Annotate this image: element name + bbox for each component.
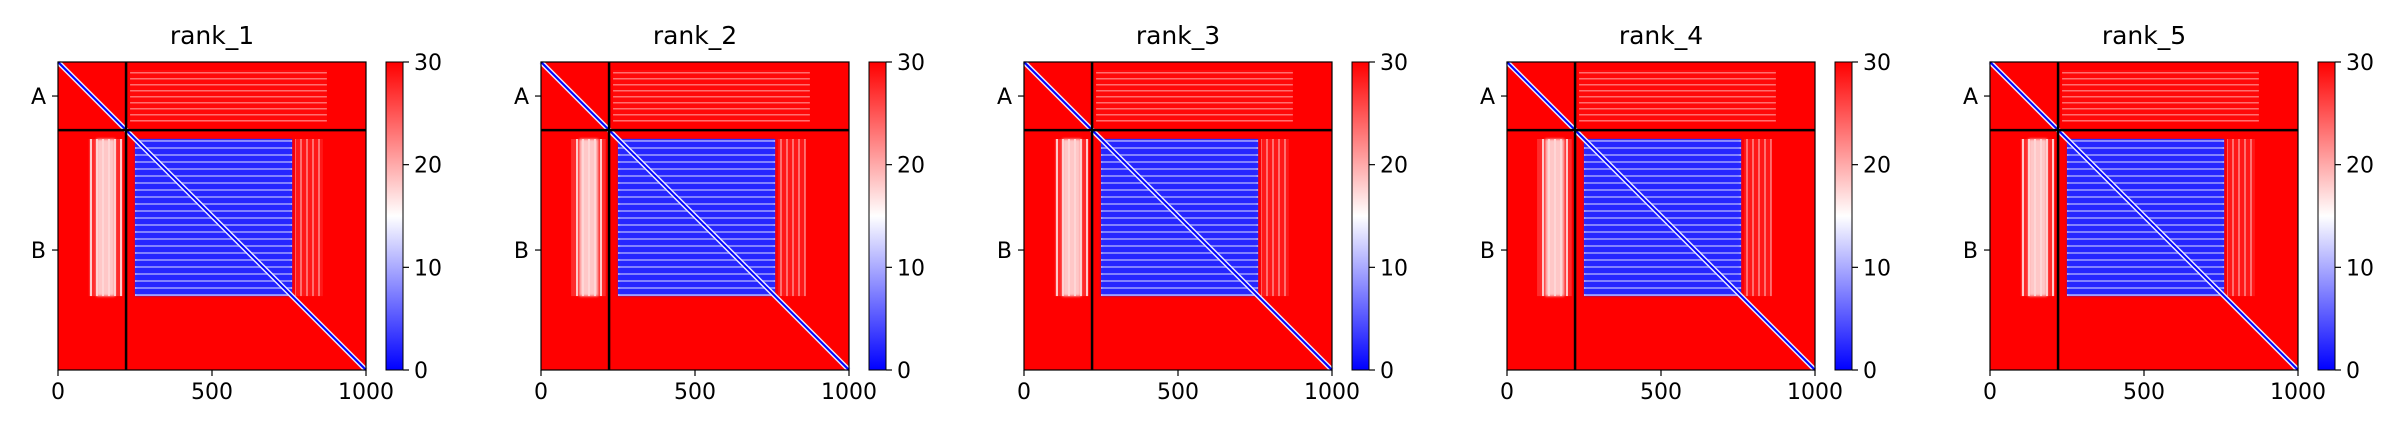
colorbar-tick-label: 30 bbox=[414, 51, 442, 76]
x-tick-label: 0 bbox=[1983, 380, 1997, 405]
interchain-strip-top bbox=[2062, 70, 2259, 123]
chain-tick-label: B bbox=[1480, 239, 1495, 264]
pae-heatmap bbox=[539, 60, 851, 372]
colorbar-tick-label: 10 bbox=[1380, 256, 1408, 281]
interchain-band-right bbox=[295, 139, 323, 297]
pae-heatmap bbox=[1505, 60, 1817, 372]
chain-tick-label: A bbox=[1963, 85, 1978, 110]
colorbar-tick-label: 30 bbox=[1863, 51, 1891, 76]
x-tick-label: 0 bbox=[534, 380, 548, 405]
x-tick-label: 0 bbox=[51, 380, 65, 405]
colorbar-tick-label: 10 bbox=[2346, 256, 2374, 281]
interchain-band-left-core bbox=[2028, 139, 2047, 297]
colorbar-tick-label: 20 bbox=[897, 154, 925, 179]
x-tick-label: 0 bbox=[1500, 380, 1514, 405]
chain-tick-label: A bbox=[514, 85, 529, 110]
colorbar-tick-label: 0 bbox=[1863, 359, 1877, 384]
colorbar bbox=[869, 62, 886, 370]
pae-heatmap bbox=[56, 60, 368, 372]
x-tick-label: 1000 bbox=[2270, 380, 2326, 405]
panel-title: rank_5 bbox=[2102, 21, 2186, 50]
colorbar-tick-label: 20 bbox=[1380, 154, 1408, 179]
interchain-strip-top bbox=[1579, 70, 1776, 123]
colorbar-tick-label: 30 bbox=[2346, 51, 2374, 76]
interchain-strip-top bbox=[1096, 70, 1293, 123]
colorbar-frame bbox=[868, 61, 887, 371]
colorbar-tick-label: 10 bbox=[1863, 256, 1891, 281]
colorbar-tick-label: 30 bbox=[897, 51, 925, 76]
x-tick-label: 500 bbox=[1157, 380, 1199, 405]
chain-tick-label: B bbox=[1963, 239, 1978, 264]
colorbar-tick-label: 0 bbox=[2346, 359, 2360, 384]
colorbar-frame bbox=[2317, 61, 2336, 371]
x-tick-label: 1000 bbox=[338, 380, 394, 405]
interchain-band-left-core bbox=[579, 139, 598, 297]
interchain-strip-top bbox=[130, 70, 327, 123]
interchain-band-right bbox=[778, 139, 806, 297]
interchain-band-left-core bbox=[96, 139, 115, 297]
interchain-strip-top bbox=[613, 70, 810, 123]
diagonal-line bbox=[1989, 61, 2299, 371]
colorbar-tick-label: 0 bbox=[1380, 359, 1394, 384]
chain-tick-label: B bbox=[31, 239, 46, 264]
colorbar-tick-label: 0 bbox=[897, 359, 911, 384]
x-tick-label: 500 bbox=[2123, 380, 2165, 405]
chain-tick-label: A bbox=[31, 85, 46, 110]
interchain-band-right bbox=[1261, 139, 1289, 297]
diagonal-line bbox=[1506, 61, 1816, 371]
x-tick-label: 500 bbox=[1640, 380, 1682, 405]
pae-heatmap bbox=[1988, 60, 2300, 372]
panel-title: rank_4 bbox=[1619, 21, 1703, 50]
diagonal-line bbox=[57, 61, 367, 371]
panel-title: rank_2 bbox=[653, 21, 737, 50]
colorbar bbox=[1352, 62, 1369, 370]
x-tick-label: 500 bbox=[674, 380, 716, 405]
panel-rank_3: rank_3 0 500 1000 A B 0 10 20 30 bbox=[997, 21, 1408, 405]
colorbar-tick-label: 20 bbox=[414, 154, 442, 179]
colorbar bbox=[386, 62, 403, 370]
colorbar-tick-label: 10 bbox=[897, 256, 925, 281]
chain-tick-label: B bbox=[997, 239, 1012, 264]
diagonal-line bbox=[1023, 61, 1333, 371]
panel-rank_2: rank_2 0 500 1000 A B 0 10 20 30 bbox=[514, 21, 925, 405]
interchain-band-left-core bbox=[1545, 139, 1564, 297]
chain-tick-label: B bbox=[514, 239, 529, 264]
x-tick-label: 1000 bbox=[821, 380, 877, 405]
interchain-band-right bbox=[1744, 139, 1772, 297]
interchain-band-right bbox=[2227, 139, 2255, 297]
panel-rank_1: rank_1 0 500 1000 A B 0 10 20 30 bbox=[31, 21, 442, 405]
colorbar-tick-label: 0 bbox=[414, 359, 428, 384]
colorbar bbox=[1835, 62, 1852, 370]
chain-tick-label: A bbox=[997, 85, 1012, 110]
pae-heatmap bbox=[1022, 60, 1334, 372]
diagonal-line bbox=[540, 61, 850, 371]
x-tick-label: 1000 bbox=[1787, 380, 1843, 405]
colorbar-tick-label: 30 bbox=[1380, 51, 1408, 76]
colorbar-tick-label: 10 bbox=[414, 256, 442, 281]
panel-rank_4: rank_4 0 500 1000 A B 0 10 20 30 bbox=[1480, 21, 1891, 405]
x-tick-label: 1000 bbox=[1304, 380, 1360, 405]
x-tick-label: 0 bbox=[1017, 380, 1031, 405]
interchain-band-left-core bbox=[1062, 139, 1081, 297]
colorbar-frame bbox=[1834, 61, 1853, 371]
chain-tick-label: A bbox=[1480, 85, 1495, 110]
colorbar-frame bbox=[1351, 61, 1370, 371]
panel-title: rank_3 bbox=[1136, 21, 1220, 50]
colorbar-frame bbox=[385, 61, 404, 371]
colorbar-tick-label: 20 bbox=[1863, 154, 1891, 179]
panel-rank_5: rank_5 0 500 1000 A B 0 10 20 30 bbox=[1963, 21, 2374, 405]
panel-title: rank_1 bbox=[170, 21, 254, 50]
x-tick-label: 500 bbox=[191, 380, 233, 405]
colorbar bbox=[2318, 62, 2335, 370]
colorbar-tick-label: 20 bbox=[2346, 154, 2374, 179]
